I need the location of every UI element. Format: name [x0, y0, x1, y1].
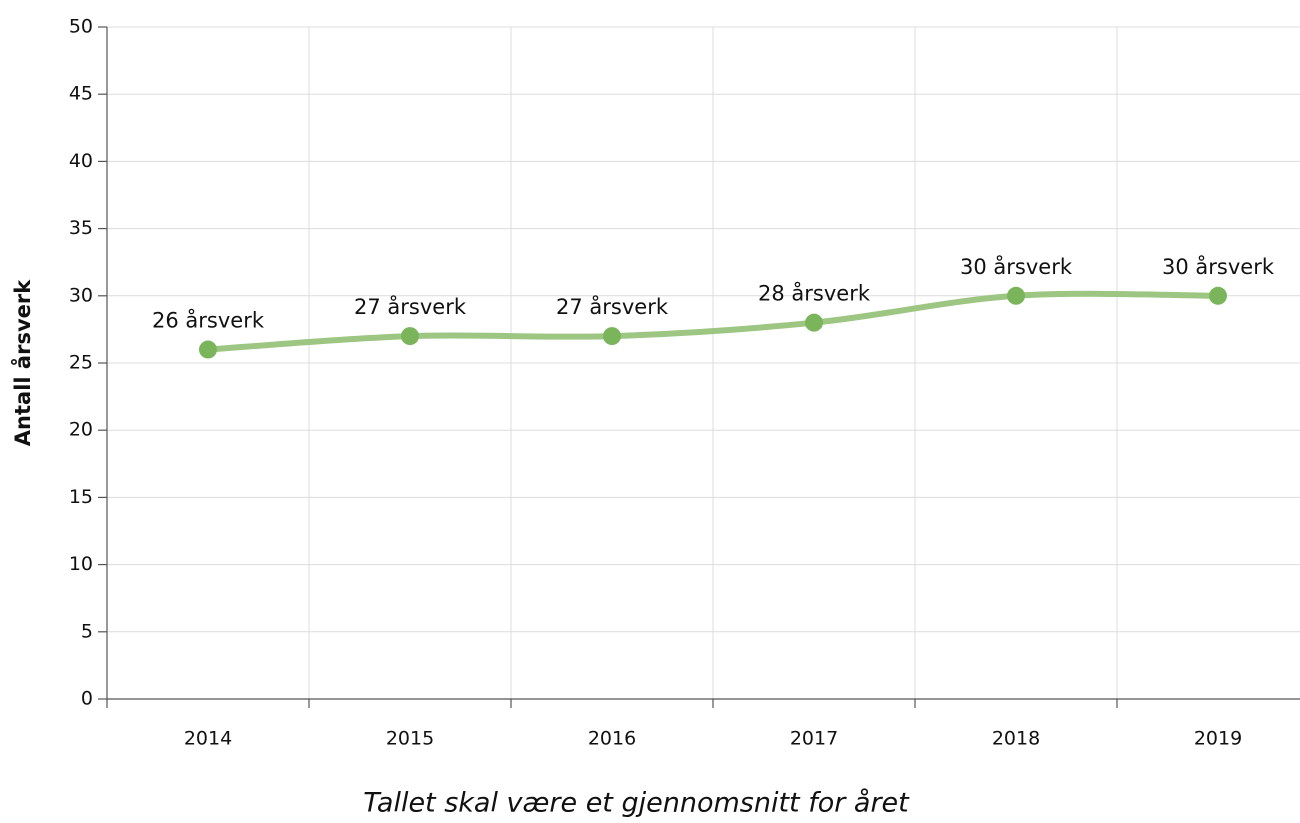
point	[603, 327, 621, 346]
y-tick-label: 40	[69, 150, 93, 172]
x-tick-label: 2018	[992, 728, 1040, 750]
data-label: 30 årsverk	[1162, 254, 1275, 279]
point	[1209, 286, 1227, 305]
point	[1007, 286, 1025, 305]
data-label: 27 årsverk	[354, 294, 467, 319]
y-tick-label: 5	[81, 620, 93, 642]
y-tick-label: 45	[69, 83, 93, 105]
y-tick-label: 10	[69, 553, 93, 575]
point	[401, 327, 419, 346]
x-tick-label: 2015	[386, 728, 434, 750]
data-label: 28 årsverk	[758, 281, 871, 306]
point	[805, 313, 823, 332]
y-tick-label: 30	[69, 284, 93, 306]
line	[205, 290, 1221, 353]
y-tick-label: 35	[69, 217, 93, 239]
point	[199, 340, 217, 359]
y-axis-title: Antall årsverk	[10, 279, 35, 446]
data-label: 30 årsverk	[960, 254, 1073, 279]
x-tick-label: 2017	[790, 728, 838, 750]
y-tick-label: 50	[69, 16, 93, 38]
data-label: 26 årsverk	[152, 308, 265, 333]
x-axis-title: Tallet skal være et gjennomsnitt for åre…	[363, 788, 910, 819]
data-label: 27 årsverk	[556, 294, 669, 319]
y-tick-label: 20	[69, 419, 93, 441]
x-tick-label: 2019	[1194, 728, 1242, 750]
x-tick-label: 2014	[184, 728, 232, 750]
y-tick-label: 25	[69, 352, 93, 374]
x-tick-label: 2016	[588, 728, 636, 750]
y-tick-label: 15	[69, 486, 93, 508]
y-tick-label: 0	[81, 688, 93, 710]
